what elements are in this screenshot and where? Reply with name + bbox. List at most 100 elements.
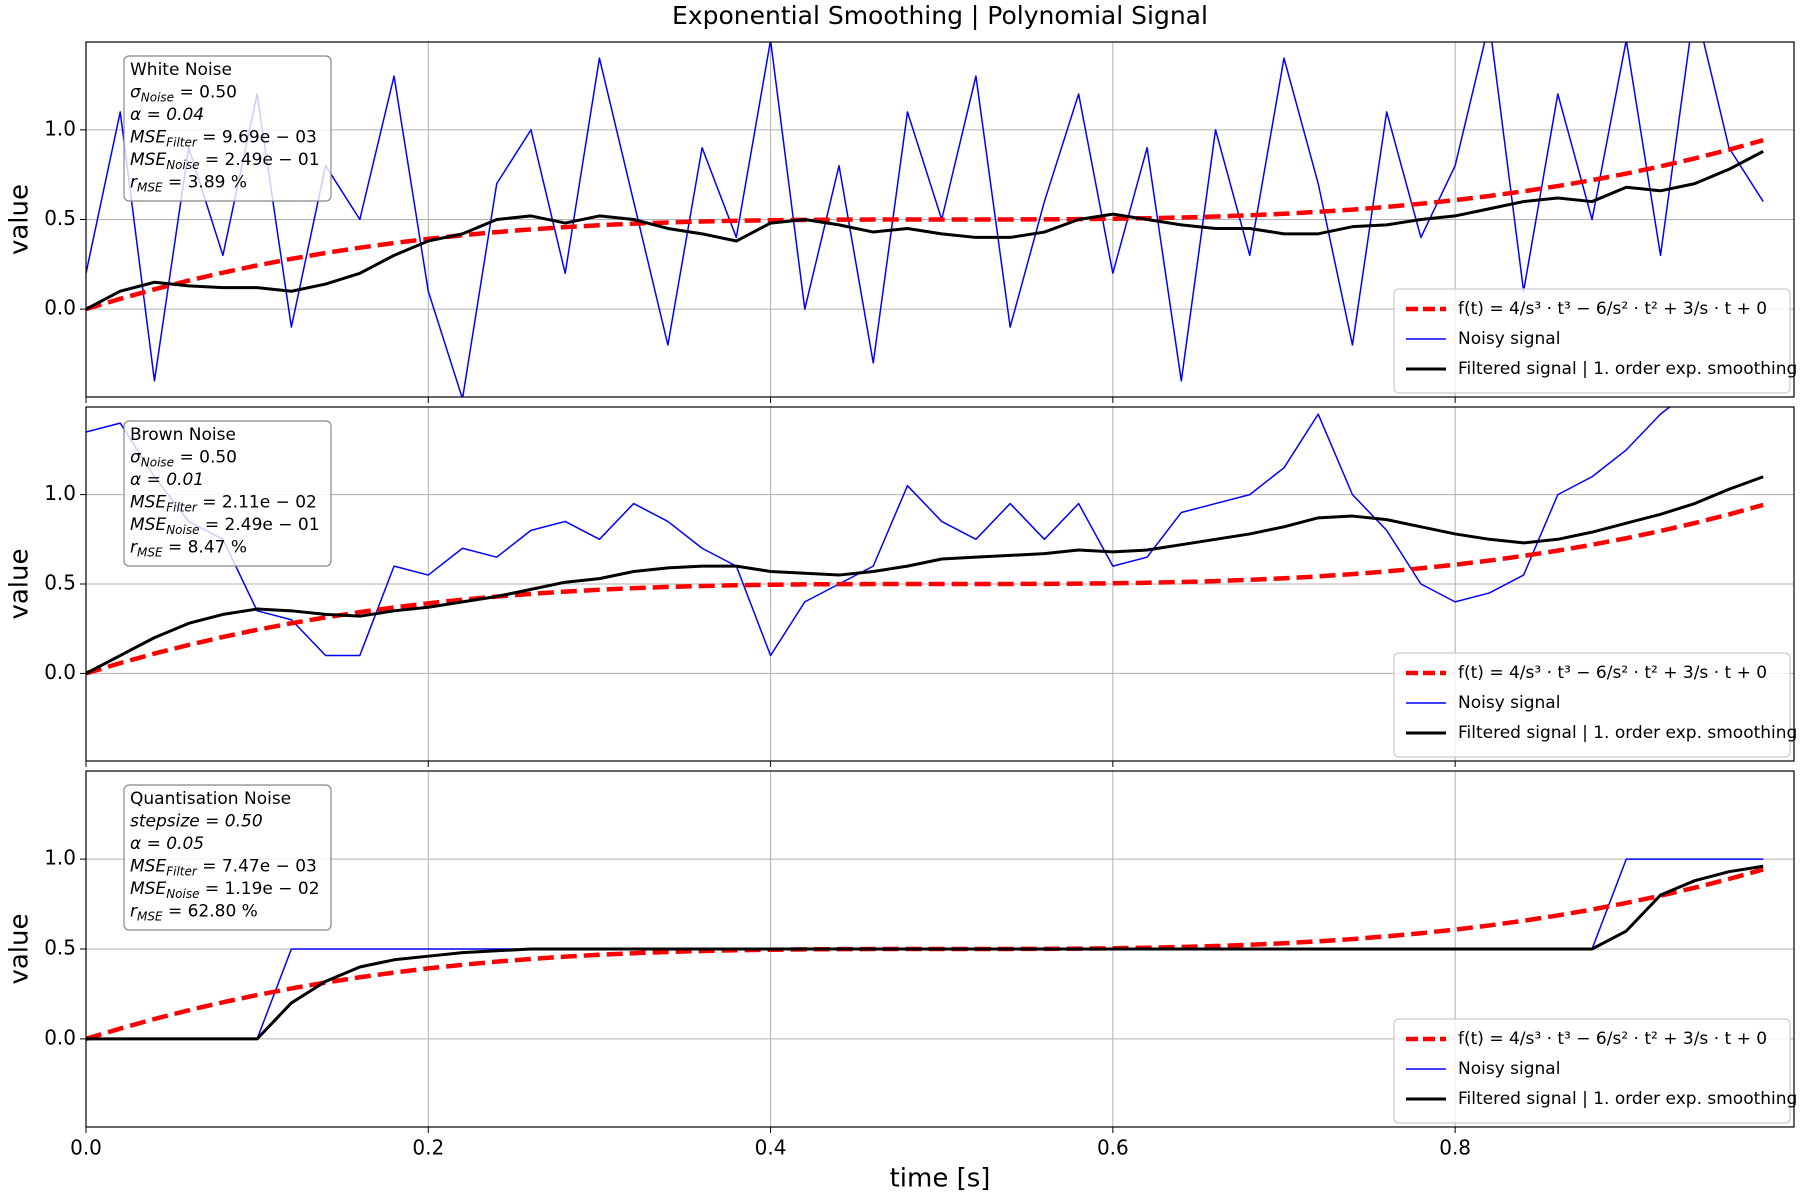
legend-label: f(t) = 4/s³ · t³ − 6/s² · t² + 3/s · t +… bbox=[1458, 299, 1767, 319]
annotation-line: α = 0.01 bbox=[130, 470, 204, 490]
annotation-subscript: MSE bbox=[137, 545, 163, 559]
annotation-symbol: σ bbox=[130, 448, 142, 468]
annotation-symbol: MSE bbox=[130, 150, 166, 170]
annotation-symbol: r bbox=[130, 902, 138, 922]
annotation-line: α = 0.05 bbox=[130, 834, 204, 854]
annotation-line: σNoise = 0.50 bbox=[130, 448, 237, 470]
annotation-subscript: Noise bbox=[166, 523, 199, 537]
annotation-subscript: Filter bbox=[166, 135, 198, 149]
legend-label: Filtered signal | 1. order exp. smoothin… bbox=[1458, 359, 1797, 379]
annotation-line: rMSE = 8.47 % bbox=[130, 538, 247, 560]
legend-label: Noisy signal bbox=[1458, 1059, 1560, 1079]
annotation-line: MSEFilter = 9.69e − 03 bbox=[130, 128, 317, 150]
y-tick-label: 0.5 bbox=[44, 206, 76, 230]
annotation-subscript: Filter bbox=[166, 864, 198, 878]
series-line bbox=[86, 42, 1764, 397]
annotation-box bbox=[123, 784, 332, 931]
axes-frame bbox=[85, 770, 1795, 1128]
y-axis-label: value bbox=[5, 548, 35, 619]
annotation-symbol: MSE bbox=[130, 515, 166, 535]
annotation-value: = 1.19e − 02 bbox=[200, 879, 320, 899]
annotation-value: = 9.69e − 03 bbox=[197, 128, 317, 148]
x-tick-label: 0.0 bbox=[70, 1136, 102, 1160]
x-tick-label: 0.4 bbox=[755, 1136, 787, 1160]
x-axis-label: time [s] bbox=[890, 1164, 991, 1194]
annotation-value: = 2.11e − 02 bbox=[197, 493, 317, 513]
annotation-line: MSENoise = 2.49e − 01 bbox=[130, 515, 320, 537]
annotation-subscript: Noise bbox=[166, 158, 199, 172]
series-line bbox=[86, 150, 1764, 311]
annotation-symbol: r bbox=[130, 173, 138, 193]
legend-label: f(t) = 4/s³ · t³ − 6/s² · t² + 3/s · t +… bbox=[1458, 1029, 1767, 1049]
y-tick-label: 0.0 bbox=[44, 296, 76, 320]
annotation-subscript: Noise bbox=[166, 887, 199, 901]
series-line bbox=[86, 867, 1764, 1042]
y-tick-label: 0.0 bbox=[44, 660, 76, 684]
annotation-symbol: MSE bbox=[130, 128, 166, 148]
y-axis-label: value bbox=[5, 184, 35, 255]
annotation-line: MSEFilter = 7.47e − 03 bbox=[130, 857, 317, 879]
legend-box bbox=[1393, 1018, 1791, 1124]
annotation-symbol: σ bbox=[130, 83, 142, 103]
x-tick-label: 0.6 bbox=[1097, 1136, 1129, 1160]
annotation-value: = 62.80 % bbox=[163, 902, 258, 922]
annotation-line: σNoise = 0.50 bbox=[130, 83, 237, 105]
annotation-line: rMSE = 3.89 % bbox=[130, 173, 247, 195]
annotation-line: MSEFilter = 2.11e − 02 bbox=[130, 493, 317, 515]
plot-area bbox=[86, 42, 1794, 397]
y-tick-label: 0.5 bbox=[44, 936, 76, 960]
series-line bbox=[86, 138, 1764, 312]
axes-frame bbox=[85, 406, 1795, 762]
axes-frame bbox=[85, 41, 1795, 398]
annotation-line: Quantisation Noise bbox=[130, 789, 291, 809]
y-tick-label: 1.0 bbox=[44, 116, 76, 140]
x-tick-label: 0.2 bbox=[412, 1136, 444, 1160]
legend-label: Filtered signal | 1. order exp. smoothin… bbox=[1458, 723, 1797, 743]
legend-box bbox=[1393, 288, 1791, 394]
annotation-line: Brown Noise bbox=[130, 425, 236, 445]
series-line bbox=[86, 475, 1764, 675]
y-tick-label: 1.0 bbox=[44, 481, 76, 505]
annotation-value: = 8.47 % bbox=[163, 538, 247, 558]
annotation-box bbox=[123, 55, 332, 202]
annotation-symbol: r bbox=[130, 538, 138, 558]
legend-box bbox=[1393, 652, 1791, 758]
annotation-value: = 2.49e − 01 bbox=[200, 150, 320, 170]
legend-label: f(t) = 4/s³ · t³ − 6/s² · t² + 3/s · t +… bbox=[1458, 663, 1767, 683]
annotation-subscript: MSE bbox=[137, 909, 163, 923]
plot-area bbox=[86, 407, 1794, 761]
annotation-symbol: MSE bbox=[130, 493, 166, 513]
series-line bbox=[86, 502, 1764, 676]
figure-title: Exponential Smoothing | Polynomial Signa… bbox=[672, 1, 1208, 30]
annotation-value: = 2.49e − 01 bbox=[200, 515, 320, 535]
series-line bbox=[86, 864, 1764, 1041]
plot-area bbox=[86, 771, 1794, 1127]
annotation-line: α = 0.04 bbox=[130, 105, 204, 125]
annotation-line: stepsize = 0.50 bbox=[130, 812, 263, 832]
y-tick-label: 1.0 bbox=[44, 846, 76, 870]
annotation-subscript: Noise bbox=[141, 90, 174, 104]
annotation-subscript: Noise bbox=[141, 455, 174, 469]
annotation-value: = 7.47e − 03 bbox=[197, 857, 317, 877]
legend-label: Noisy signal bbox=[1458, 329, 1560, 349]
series-line bbox=[86, 407, 1671, 657]
legend-label: Noisy signal bbox=[1458, 693, 1560, 713]
legend-label: Filtered signal | 1. order exp. smoothin… bbox=[1458, 1089, 1797, 1109]
y-tick-label: 0.0 bbox=[44, 1025, 76, 1049]
annotation-subscript: Filter bbox=[166, 500, 198, 514]
y-axis-label: value bbox=[5, 913, 35, 984]
annotation-line: MSENoise = 2.49e − 01 bbox=[130, 150, 320, 172]
annotation-value: = 0.50 bbox=[174, 83, 237, 103]
annotation-subscript: MSE bbox=[137, 180, 163, 194]
annotation-value: = 3.89 % bbox=[163, 173, 247, 193]
annotation-symbol: MSE bbox=[130, 857, 166, 877]
annotation-box bbox=[123, 420, 332, 567]
annotation-line: rMSE = 62.80 % bbox=[130, 902, 258, 924]
annotation-line: MSENoise = 1.19e − 02 bbox=[130, 879, 320, 901]
annotation-value: = 0.50 bbox=[174, 448, 237, 468]
x-tick-label: 0.8 bbox=[1439, 1136, 1471, 1160]
y-tick-label: 0.5 bbox=[44, 571, 76, 595]
annotation-line: White Noise bbox=[130, 60, 232, 80]
annotation-symbol: MSE bbox=[130, 879, 166, 899]
